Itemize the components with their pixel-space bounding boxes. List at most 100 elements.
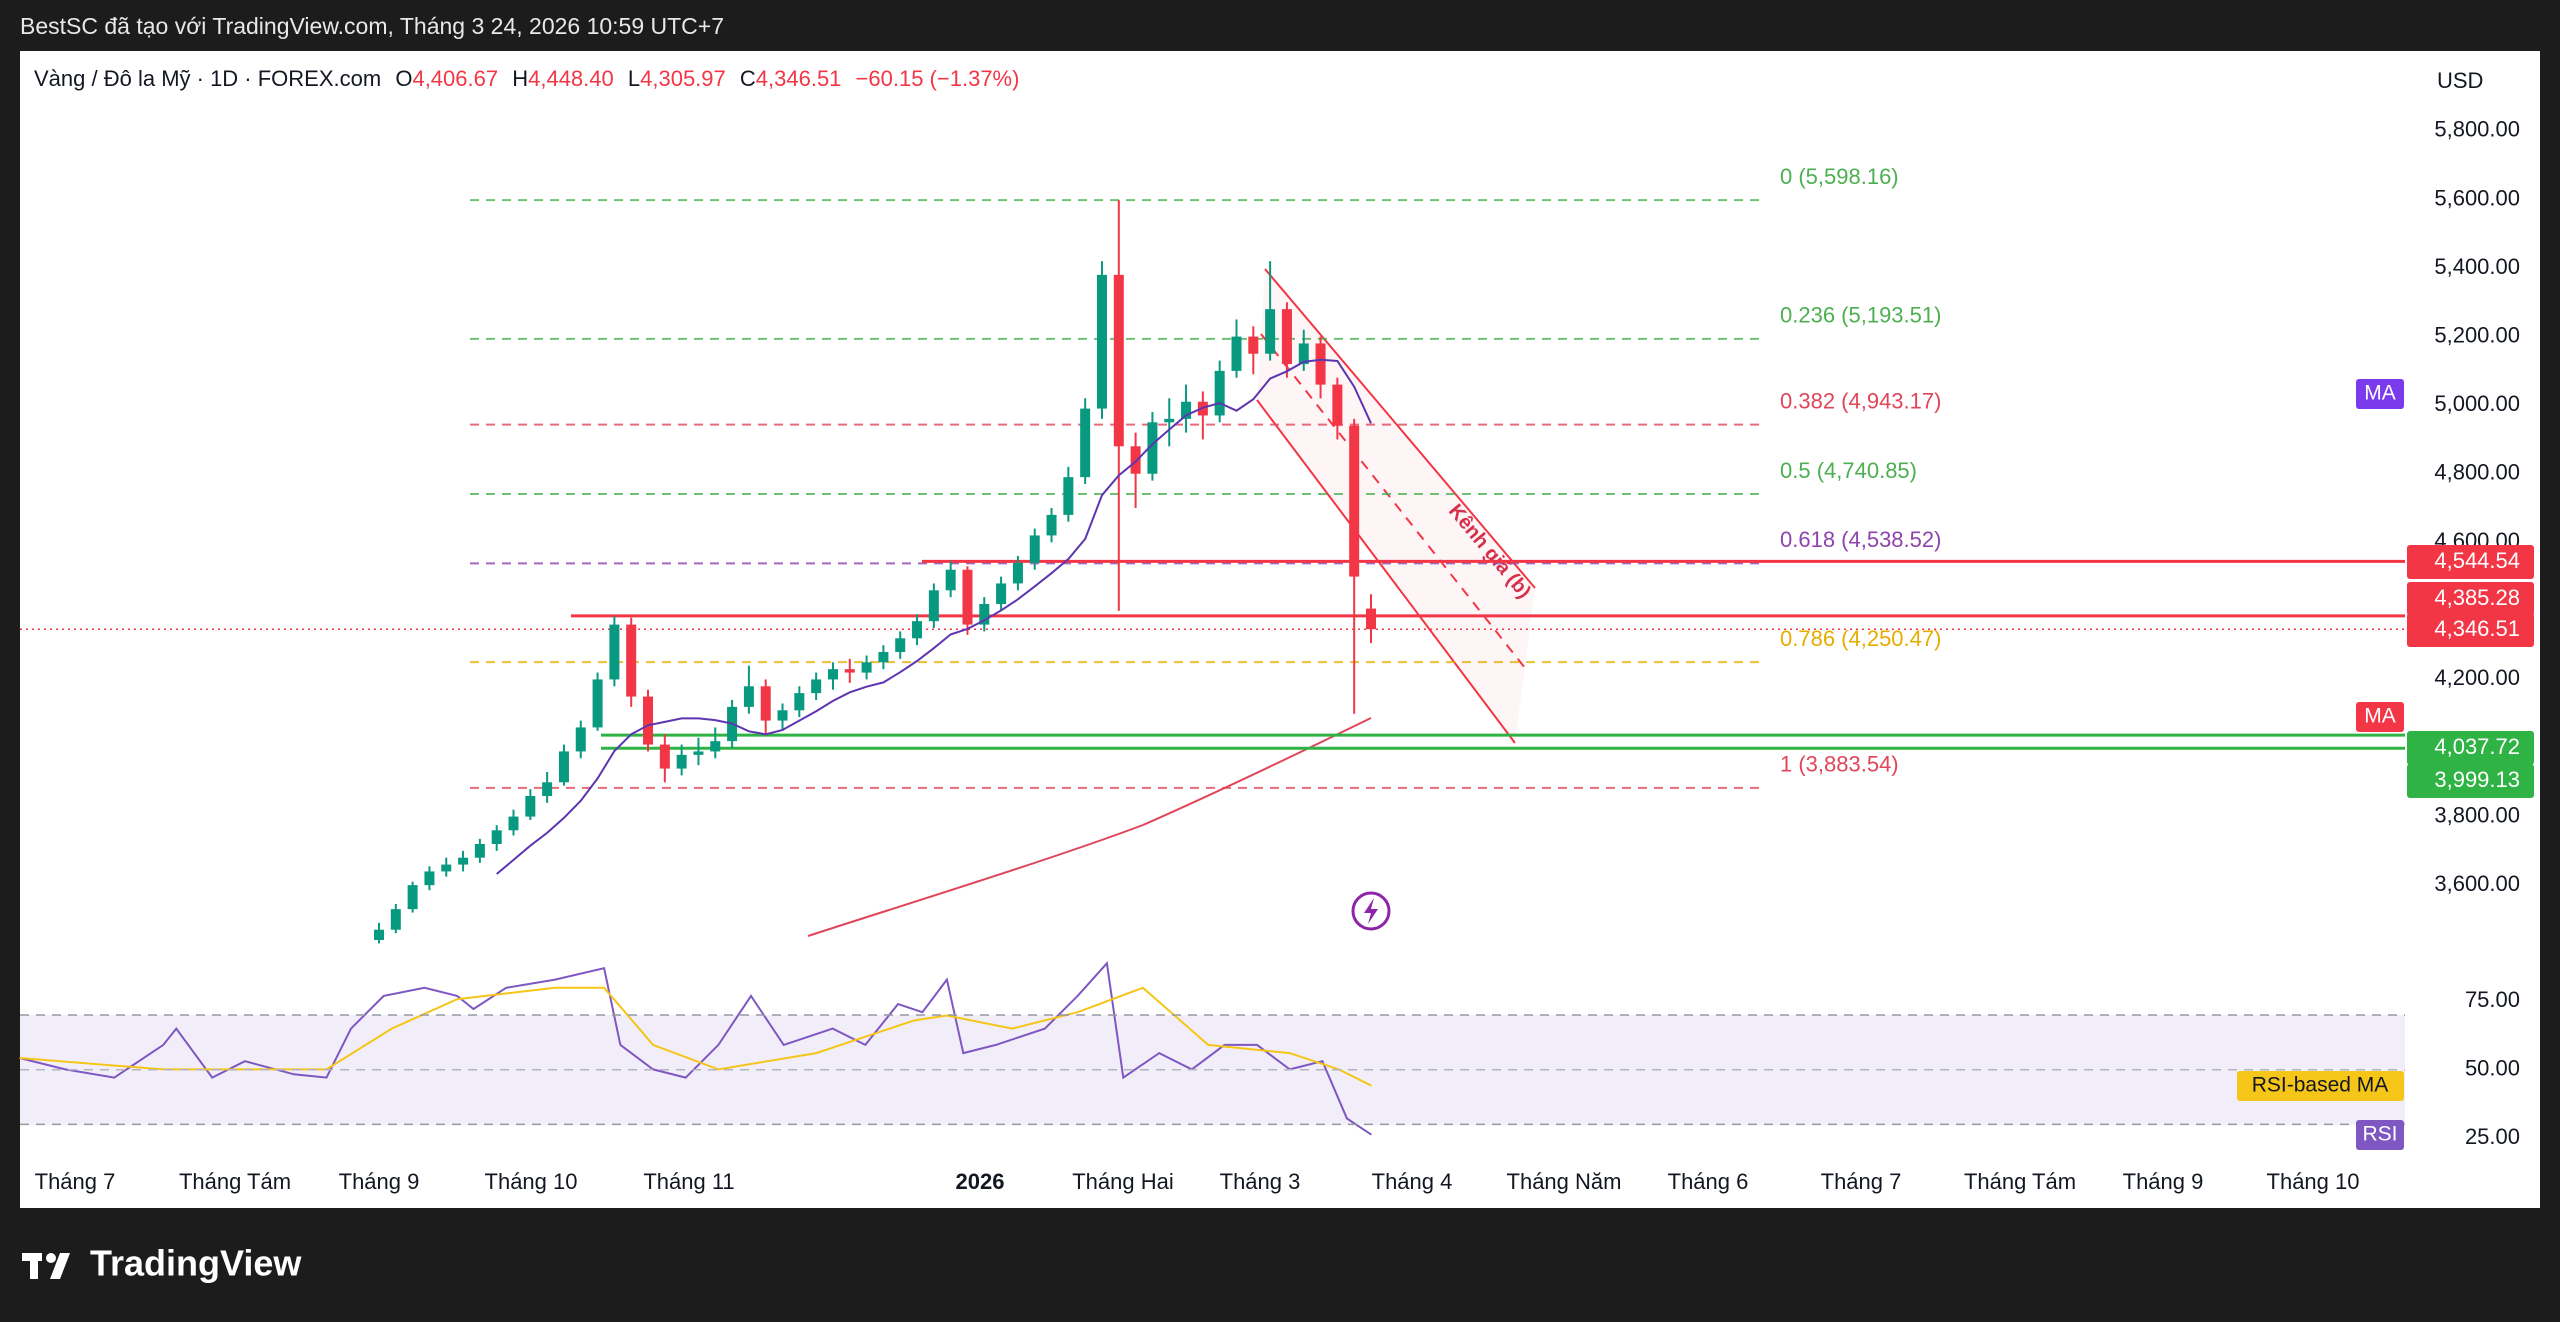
candle-body <box>895 638 906 653</box>
y-tick-label: 5,200.00 <box>2434 322 2520 347</box>
rsi-tick-label: 75.00 <box>2465 987 2520 1012</box>
logo-shape <box>46 1253 56 1263</box>
candle-body <box>861 662 872 673</box>
candle-body <box>928 590 939 622</box>
price-badge <box>2407 731 2534 765</box>
header-text: BestSC đã tạo với TradingView.com, Tháng… <box>20 13 724 39</box>
fib-label: 0.618 (4,538.52) <box>1780 527 1941 552</box>
main-pane: 5,800.00 5,600.00 5,400.00 5,200.00 5,000.00… <box>20 117 2534 944</box>
rsi-badge-label: RSI <box>2362 1123 2397 1146</box>
ma-badge <box>2356 702 2404 732</box>
candle-body <box>827 669 838 680</box>
candle-body <box>592 679 603 728</box>
candle-body <box>1248 336 1259 354</box>
candle-body <box>760 686 771 721</box>
candle-body <box>1349 425 1360 577</box>
ma-badge-label: MA <box>2364 382 2396 405</box>
price-badge <box>2407 613 2534 647</box>
candle-body <box>1164 418 1175 423</box>
candle-body <box>1130 446 1141 474</box>
candle-body <box>508 816 519 831</box>
rsi-badge <box>2356 1120 2404 1150</box>
candle-body <box>643 696 654 745</box>
legend-key: O <box>395 66 412 91</box>
candle-body <box>676 754 687 769</box>
candle-body <box>693 751 704 755</box>
legend-value: 4,346.51 <box>756 66 842 91</box>
ma-badge-label: MA <box>2364 705 2396 728</box>
y-tick-label: 4,800.00 <box>2434 460 2520 485</box>
y-tick-label: 5,600.00 <box>2434 185 2520 210</box>
candle-body <box>1332 384 1343 426</box>
legend: Vàng / Đô la Mỹ · 1D · FOREX.com O4,406.… <box>34 66 1019 91</box>
fib-label: 0.786 (4,250.47) <box>1780 626 1941 651</box>
x-tick-label: Tháng 3 <box>1220 1169 1301 1194</box>
fib-label: 0.5 (4,740.85) <box>1780 458 1917 483</box>
candle-body <box>1012 562 1023 584</box>
x-tick-label: Tháng 7 <box>1821 1169 1902 1194</box>
x-tick-label: Tháng 4 <box>1372 1169 1453 1194</box>
x-tick-label: 2026 <box>956 1169 1005 1194</box>
x-tick-label: Tháng 11 <box>643 1169 734 1194</box>
candle-body <box>659 744 670 769</box>
candle-body <box>1181 401 1192 419</box>
x-tick-label: Tháng Tám <box>179 1169 291 1194</box>
price-badge-label: 4,037.72 <box>2434 734 2520 759</box>
candle-body <box>558 751 569 783</box>
price-badge-label: 4,385.28 <box>2434 585 2520 610</box>
candle-body <box>474 844 485 858</box>
x-tick-label: Tháng 9 <box>339 1169 420 1194</box>
y-tick-label: 3,600.00 <box>2434 871 2520 896</box>
legend-value: 4,448.40 <box>528 66 614 91</box>
candle-body <box>710 741 721 752</box>
logo-shape <box>50 1253 70 1279</box>
fib-label: 0.382 (4,943.17) <box>1780 388 1941 413</box>
x-tick-label: Tháng 10 <box>2267 1169 2360 1194</box>
candle-body <box>374 929 384 940</box>
candle-body <box>962 569 973 625</box>
candle-body <box>390 909 401 930</box>
legend-key: H <box>512 66 528 91</box>
candle-body <box>491 830 502 845</box>
price-badge-label: 3,999.13 <box>2434 767 2520 792</box>
price-badge-label: 4,346.51 <box>2434 616 2520 641</box>
rsi-ma-line <box>19 986 1372 1087</box>
candle-body <box>626 624 637 697</box>
candle-body <box>979 604 990 625</box>
x-tick-label: Tháng 6 <box>1668 1169 1749 1194</box>
currency[interactable]: USD <box>2437 68 2483 93</box>
candle-body <box>794 693 805 711</box>
candle-body <box>878 652 889 663</box>
candle-body <box>1046 514 1057 536</box>
footer-logo: TradingView <box>22 1243 302 1284</box>
candle-body <box>1096 274 1107 409</box>
price-badge <box>2407 764 2534 798</box>
candle-body <box>1080 408 1091 478</box>
candle-body <box>1315 343 1326 385</box>
ma-badge <box>2356 379 2404 409</box>
y-tick-label: 5,000.00 <box>2434 391 2520 416</box>
candle-body <box>945 569 956 591</box>
candle-body <box>1063 477 1074 515</box>
candle-body <box>542 782 553 797</box>
footer-text: TradingView <box>90 1243 302 1284</box>
fib-label: 1 (3,883.54) <box>1780 752 1899 777</box>
rsi-tick-label: 25.00 <box>2465 1124 2520 1149</box>
y-tick-label: 3,800.00 <box>2434 802 2520 827</box>
candle-body <box>743 686 754 707</box>
candle-body <box>1113 274 1124 447</box>
candle-body <box>458 857 469 865</box>
legend-symbol: Vàng / Đô la Mỹ · 1D · FOREX.com <box>34 66 381 91</box>
candle-body <box>996 583 1007 605</box>
x-tick-label: Tháng Tám <box>1964 1169 2076 1194</box>
x-tick-label: Tháng Năm <box>1507 1169 1622 1194</box>
legend-key: C <box>740 66 756 91</box>
candle-body <box>1231 336 1242 371</box>
x-tick-label: Tháng 9 <box>2123 1169 2204 1194</box>
channel-upper <box>1264 268 1536 589</box>
candle-body <box>575 727 586 752</box>
rsi-ma-badge <box>2237 1071 2404 1101</box>
channel-lower <box>1256 399 1516 744</box>
